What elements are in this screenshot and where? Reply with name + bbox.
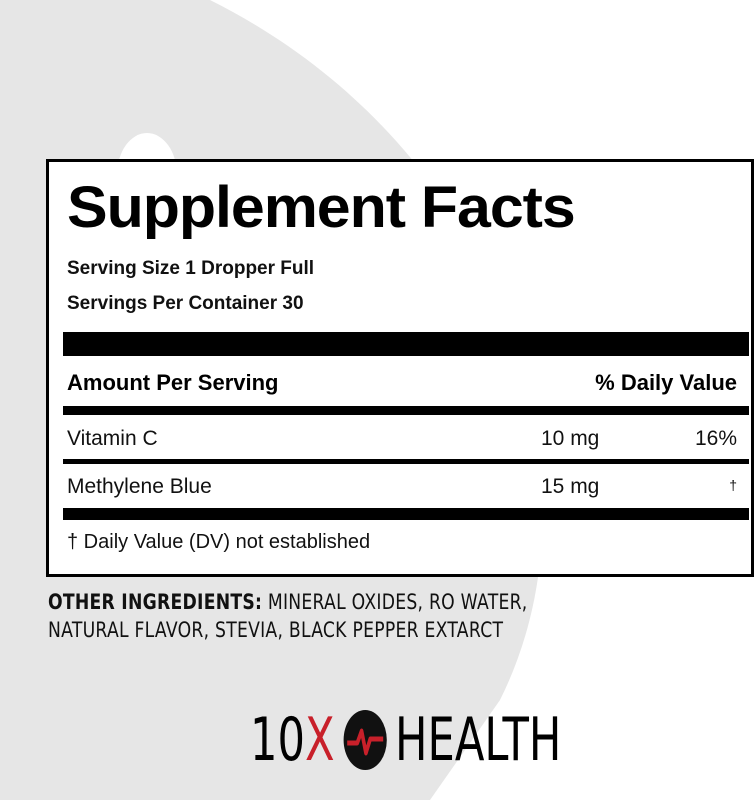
amount-per-serving-label: Amount Per Serving (67, 370, 279, 395)
table-row: Vitamin C 10 mg 16% (67, 427, 737, 451)
table-row: Methylene Blue 15 mg † (67, 475, 737, 499)
logo-x: X (304, 705, 335, 775)
panel-title: Supplement Facts (67, 175, 576, 240)
divider (63, 459, 749, 464)
daily-value-label: % Daily Value (595, 370, 737, 395)
heartbeat-icon (343, 710, 388, 770)
ingredient-amount: 10 mg (541, 427, 600, 450)
other-ingredients-label: OTHER INGREDIENTS: (48, 590, 263, 614)
divider (63, 406, 749, 415)
brand-logo: 10 X HEALTH (250, 705, 562, 775)
logo-health: HEALTH (395, 705, 562, 775)
ingredient-dv: 16% (694, 427, 737, 450)
thick-divider (63, 332, 749, 356)
logo-10: 10 (250, 705, 305, 775)
column-header: Amount Per Serving % Daily Value (67, 370, 737, 396)
other-ingredients-text: MINERAL OXIDES, RO WATER, (262, 590, 528, 614)
other-ingredients: OTHER INGREDIENTS: MINERAL OXIDES, RO WA… (48, 588, 528, 644)
supplement-facts-panel: Supplement Facts Serving Size 1 Dropper … (46, 159, 754, 577)
thick-divider (63, 508, 749, 520)
servings-per-container: Servings Per Container 30 (67, 293, 304, 314)
ingredient-dv: † (729, 477, 737, 493)
ingredient-name: Methylene Blue (67, 475, 212, 498)
ingredient-amount: 15 mg (541, 475, 600, 498)
footnote: † Daily Value (DV) not established (67, 531, 371, 553)
serving-size: Serving Size 1 Dropper Full (67, 258, 315, 279)
other-ingredients-text-2: NATURAL FLAVOR, STEVIA, BLACK PEPPER EXT… (48, 618, 504, 642)
ingredient-name: Vitamin C (67, 427, 158, 450)
